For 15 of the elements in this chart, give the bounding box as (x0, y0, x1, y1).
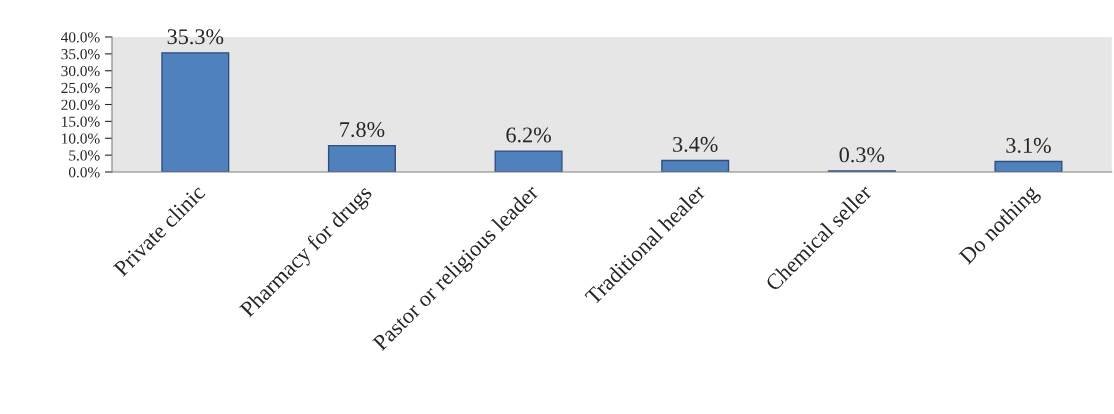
y-tick-label: 35.0% (61, 49, 100, 60)
y-tick-label: 40.0% (61, 32, 100, 43)
data-label: 35.3% (167, 29, 224, 45)
y-tick-label: 20.0% (61, 99, 100, 111)
y-tick-label: 15.0% (62, 116, 100, 127)
y-tick-label: 10.0% (62, 133, 100, 144)
y-tick-label: 0.0% (68, 167, 100, 178)
y-tick-label: 30.0% (61, 65, 100, 77)
data-label: 6.2% (506, 127, 551, 143)
data-label: 3.4% (673, 136, 718, 152)
data-label: 3.1% (1006, 137, 1051, 153)
data-label: 0.3% (839, 147, 885, 163)
y-tick-label: 5.0% (69, 150, 100, 161)
y-tick-label: 25.0% (61, 82, 100, 94)
data-label: 7.8% (340, 122, 385, 138)
